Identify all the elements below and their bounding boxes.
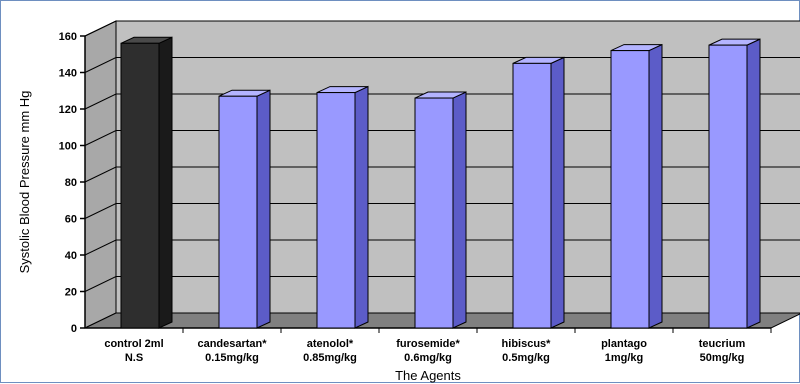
bar xyxy=(316,85,369,329)
bar-front xyxy=(218,95,258,329)
gridline xyxy=(84,20,800,37)
x-axis-tick-labels: control 2ml N.S candesartan* 0.15mg/kg ateno… xyxy=(104,328,772,364)
bar-front xyxy=(512,62,552,329)
gridline xyxy=(84,93,800,110)
gridline xyxy=(84,203,800,219)
bar xyxy=(708,38,761,329)
y-tick-label: 20 xyxy=(65,287,77,299)
bar xyxy=(120,36,173,329)
y-tick-label: 80 xyxy=(65,177,77,189)
bar xyxy=(610,43,663,329)
bar-side xyxy=(452,91,467,329)
bar xyxy=(414,91,467,329)
bar-front xyxy=(316,92,356,329)
bar-side xyxy=(648,43,663,329)
y-tick-label: 60 xyxy=(65,214,77,226)
y-axis-title: Systolic Blood Pressure mm Hg xyxy=(17,91,32,274)
bars xyxy=(120,36,761,329)
y-tick-label: 40 xyxy=(65,250,77,262)
x-tick-label: control 2ml N.S xyxy=(104,338,163,364)
bar-front xyxy=(414,97,454,329)
gridline xyxy=(84,239,800,256)
x-tick-label: plantago 1mg/kg xyxy=(601,338,647,364)
gridline xyxy=(84,276,800,292)
y-tick-label: 0 xyxy=(71,323,77,335)
y-axis-ticks: 0 20 40 60 80 100 120 140 160 xyxy=(59,31,85,335)
bar-side xyxy=(158,36,173,329)
bar-front xyxy=(120,42,160,329)
bar-side xyxy=(354,85,369,329)
bar-front xyxy=(610,50,650,329)
gridline xyxy=(84,130,800,146)
y-tick-label: 100 xyxy=(59,141,77,153)
gridlines xyxy=(84,20,800,292)
y-tick-label: 120 xyxy=(59,104,77,116)
gridline xyxy=(84,57,800,73)
gridline xyxy=(84,166,800,183)
y-tick-label: 140 xyxy=(59,68,77,80)
bar-side xyxy=(256,89,271,329)
bar-front xyxy=(708,44,748,329)
bar-side xyxy=(746,38,761,329)
x-tick-label: hibiscus* 0.5mg/kg xyxy=(502,338,552,364)
x-tick-label: teucrium 50mg/kg xyxy=(699,338,746,364)
x-axis-title: The Agents xyxy=(395,368,461,383)
bar xyxy=(512,56,565,329)
bar xyxy=(218,89,271,329)
y-tick-label: 160 xyxy=(59,31,77,43)
bar-side xyxy=(550,56,565,329)
x-tick-label: candesartan* 0.15mg/kg xyxy=(197,338,267,364)
x-tick-label: atenolol* 0.85mg/kg xyxy=(303,338,357,364)
x-tick-label: furosemide* 0.6mg/kg xyxy=(396,338,460,364)
